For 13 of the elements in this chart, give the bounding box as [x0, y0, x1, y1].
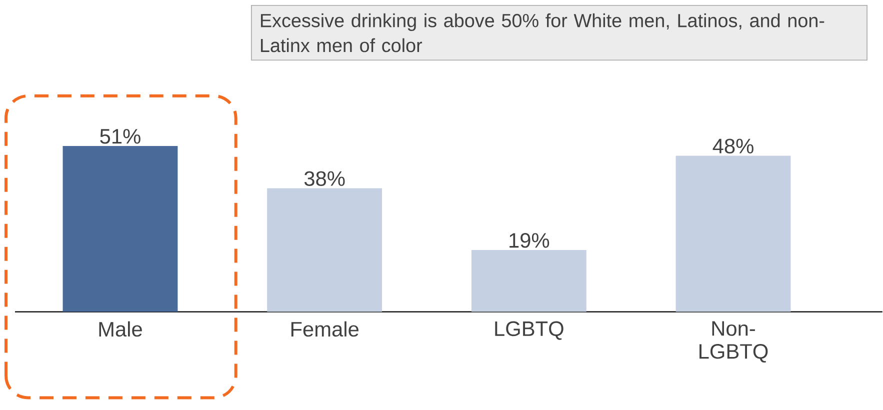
- data-label: 19%: [510, 233, 550, 248]
- bar: [471, 250, 586, 312]
- text: Excessive drinking is above 50% for White men, Latinos, and non-Latinx men of color: [260, 14, 824, 52]
- x-tick-label: Female: [291, 321, 358, 337]
- bar: [676, 156, 791, 312]
- data-label: 48%: [712, 138, 754, 154]
- bar: [62, 146, 178, 312]
- bar: [267, 188, 382, 312]
- data-label: 51%: [100, 129, 140, 144]
- x-tick-label: Male: [99, 321, 142, 337]
- x-tick-label: LGBTQ: [495, 321, 564, 340]
- x-tick-label: Non-LGBTQ: [700, 321, 768, 363]
- data-label: 38%: [304, 171, 345, 186]
